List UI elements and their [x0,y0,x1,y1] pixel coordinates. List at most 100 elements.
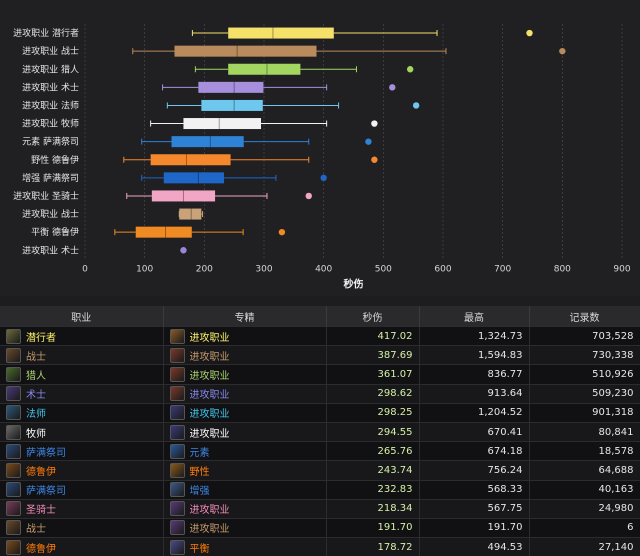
category-label: 进攻职业 术士 [22,81,79,93]
spec-cell: 野性 [163,461,326,480]
class-cell: 术士 [0,384,163,403]
class-cell: 潜行者 [0,327,163,346]
class-cell: 德鲁伊 [0,461,163,480]
class-icon [6,463,21,478]
x-tick-label: 900 [613,264,630,274]
count-cell: 703,528 [529,327,640,346]
x-axis-title: 秒伤 [344,277,364,290]
class-icon [6,425,21,440]
dps-cell: 265.76 [326,442,419,461]
outlier-point [306,193,312,199]
header-class[interactable]: 职业 [0,306,163,327]
spec-icon [170,501,185,516]
spec-cell: 元素 [163,442,326,461]
spec-icon [170,386,185,401]
spec-cell: 进攻职业 [163,384,326,403]
outlier-point [407,66,413,72]
count-cell: 510,926 [529,365,640,384]
x-tick-label: 600 [434,264,451,274]
spec-cell: 进攻职业 [163,499,326,518]
class-cell-text: 法师 [26,409,46,420]
spec-cell: 进攻职业 [163,422,326,441]
spec-icon [170,520,185,535]
outlier-point [389,84,395,90]
max-cell: 1,324.73 [419,327,529,346]
count-cell: 18,578 [529,442,640,461]
category-label: 进攻职业 术士 [22,244,79,256]
spec-icon [170,367,185,382]
max-cell: 913.64 [419,384,529,403]
count-cell: 24,980 [529,499,640,518]
box [172,136,244,147]
spec-icon [170,329,185,344]
class-cell-text: 战士 [26,524,46,535]
spec-icon [170,405,185,420]
class-cell-text: 潜行者 [26,333,56,344]
class-cell-text: 猎人 [26,371,46,382]
spec-icon [170,463,185,478]
x-tick-label: 100 [136,264,153,274]
outlier-point [559,48,565,54]
spec-cell: 进攻职业 [163,365,326,384]
spec-cell-text: 进攻职业 [190,371,230,382]
class-cell: 圣骑士 [0,499,163,518]
count-cell: 80,841 [529,422,640,441]
outlier-point [365,138,371,144]
outlier-point [180,247,186,253]
class-icon [6,520,21,535]
class-icon [6,367,21,382]
header-count[interactable]: 记录数 [529,306,640,327]
spec-cell: 进攻职业 [163,518,326,537]
spec-cell-text: 进攻职业 [190,352,230,363]
header-spec[interactable]: 专精 [163,306,326,327]
category-label: 元素 萨满祭司 [22,136,79,148]
max-cell: 836.77 [419,365,529,384]
class-cell-text: 圣骑士 [26,505,56,516]
spec-icon [170,444,185,459]
spec-cell-text: 进攻职业 [190,524,230,535]
class-cell: 法师 [0,403,163,422]
class-cell-text: 德鲁伊 [26,544,56,555]
header-dps[interactable]: 秒伤 [326,306,419,327]
class-cell: 战士 [0,346,163,365]
count-cell: 509,230 [529,384,640,403]
class-cell-text: 萨满祭司 [26,448,66,459]
max-cell: 567.75 [419,499,529,518]
spec-icon [170,482,185,497]
category-label: 平衡 德鲁伊 [31,226,79,238]
category-label: 进攻职业 牧师 [22,118,79,130]
spec-cell-text: 进攻职业 [190,390,230,401]
max-cell: 1,204.52 [419,403,529,422]
class-cell-text: 战士 [26,352,46,363]
x-tick-label: 200 [196,264,213,274]
dps-cell: 294.55 [326,422,419,441]
header-max[interactable]: 最高 [419,306,529,327]
box [201,100,262,111]
max-cell: 1,594.83 [419,346,529,365]
max-cell: 674.18 [419,442,529,461]
class-icon [6,405,21,420]
box [151,154,231,165]
box [179,209,201,220]
dps-cell: 387.69 [326,346,419,365]
box [175,46,317,57]
spec-cell-text: 野性 [190,467,210,478]
category-label: 野性 德鲁伊 [31,154,79,166]
class-cell: 猎人 [0,365,163,384]
x-tick-label: 800 [554,264,571,274]
